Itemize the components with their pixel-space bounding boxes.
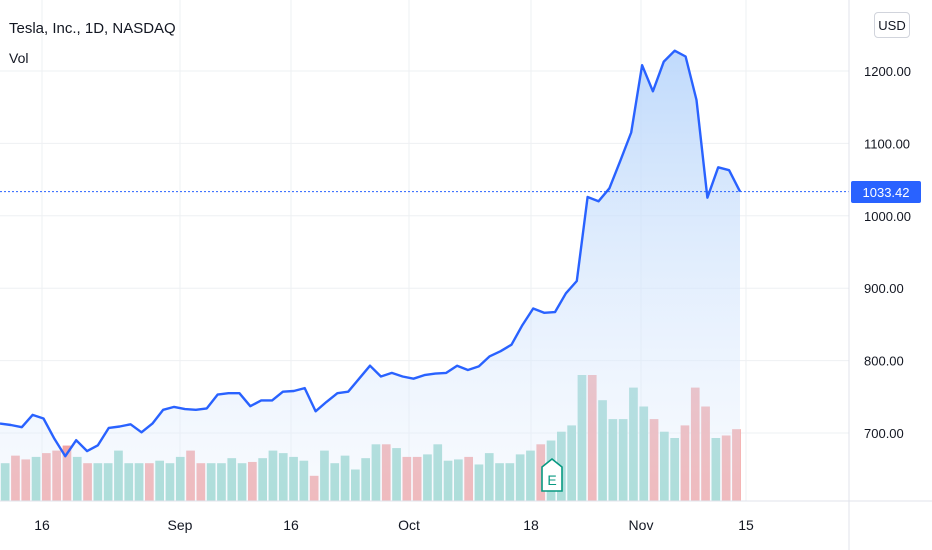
volume-legend[interactable]: Vol [9, 50, 29, 66]
earnings-icon[interactable]: E [541, 458, 563, 492]
y-tick-label: 700.00 [864, 426, 904, 441]
price-axis: 700.00 800.00 900.00 1000.00 1100.00 1200.00 [864, 64, 911, 441]
price-area-fill [0, 50, 740, 501]
x-tick-label: 18 [523, 517, 539, 533]
y-tick-label: 900.00 [864, 281, 904, 296]
x-tick-label: Nov [629, 517, 654, 533]
time-axis: 16 Sep 16 Oct 18 Nov 15 [34, 517, 754, 533]
price-line [0, 49, 742, 458]
x-tick-label: Oct [398, 517, 420, 533]
x-tick-label: 15 [738, 517, 754, 533]
last-price-label: 1033.42 [851, 181, 921, 203]
y-tick-label: 1000.00 [864, 209, 911, 224]
y-tick-label: 1100.00 [864, 136, 910, 151]
currency-button[interactable]: USD [874, 12, 910, 38]
earnings-marker-label: E [547, 472, 556, 488]
x-tick-label: 16 [283, 517, 299, 533]
symbol-title[interactable]: Tesla, Inc., 1D, NASDAQ [9, 20, 176, 37]
x-tick-label: Sep [168, 517, 193, 533]
y-tick-label: 800.00 [864, 354, 904, 369]
x-tick-label: 16 [34, 517, 50, 533]
y-tick-label: 1200.00 [864, 64, 911, 79]
